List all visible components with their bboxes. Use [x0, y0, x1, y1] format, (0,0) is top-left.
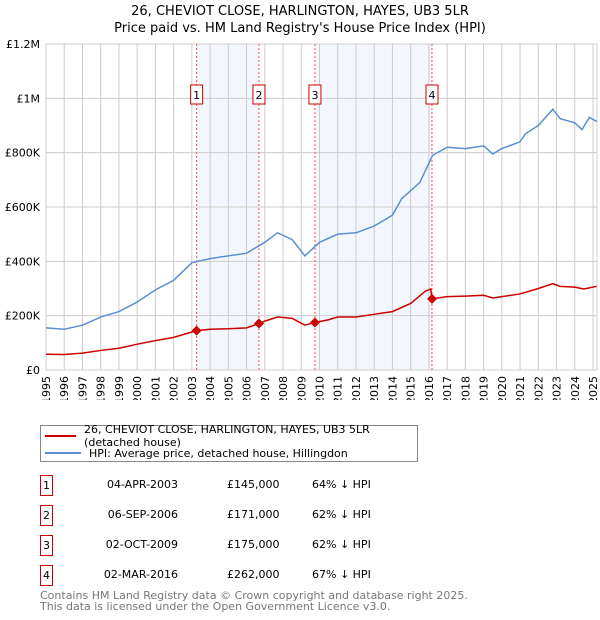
- x-tick-label: 2006: [241, 376, 254, 400]
- x-tick-label: 2013: [368, 376, 381, 400]
- footer-line-1: Contains HM Land Registry data © Crown c…: [40, 589, 468, 602]
- sale-marker-number: 3: [311, 89, 318, 102]
- sale-price: £171,000: [227, 508, 280, 521]
- sale-marker-number: 1: [193, 89, 200, 102]
- sale-number-badge: 1: [40, 475, 53, 496]
- x-tick-label: 2001: [149, 376, 162, 400]
- property-price-line: [45, 282, 597, 356]
- sale-marker-number: 2: [255, 89, 262, 102]
- x-tick-label: 2003: [186, 376, 199, 400]
- sale-point: [191, 325, 202, 336]
- sale-row: 3 02-OCT-2009 £175,000 62% ↓ HPI: [40, 535, 440, 556]
- legend-label: 26, CHEVIOT CLOSE, HARLINGTON, HAYES, UB…: [84, 423, 370, 449]
- sale-point: [253, 318, 264, 329]
- legend-label: HPI: Average price, detached house, Hill…: [89, 446, 348, 460]
- y-tick-label: £400K: [5, 255, 41, 268]
- chart-title: 26, CHEVIOT CLOSE, HARLINGTON, HAYES, UB…: [131, 4, 469, 19]
- x-tick-label: 2014: [386, 376, 399, 400]
- sale-date: 02-MAR-2016: [103, 568, 178, 581]
- x-tick-label: 2020: [496, 376, 509, 400]
- x-tick-label: 2022: [532, 376, 545, 400]
- sale-price: £145,000: [227, 478, 280, 491]
- sale-date: 04-APR-2003: [106, 478, 178, 491]
- sale-hpi-diff: 62% ↓ HPI: [312, 508, 371, 521]
- y-tick-label: £200K: [5, 310, 41, 323]
- x-tick-label: 2018: [459, 376, 472, 400]
- x-tick-label: 2016: [423, 376, 436, 400]
- sale-date: 06-SEP-2006: [107, 508, 178, 521]
- sale-row: 1 04-APR-2003 £145,000 64% ↓ HPI: [40, 475, 440, 496]
- x-tick-label: 2009: [295, 376, 308, 400]
- y-tick-label: £0: [26, 364, 40, 377]
- y-tick-label: £1M: [17, 92, 41, 105]
- sale-price: £262,000: [227, 568, 280, 581]
- x-tick-label: 2005: [222, 376, 235, 400]
- sale-hpi-diff: 64% ↓ HPI: [312, 478, 371, 491]
- y-tick-label: £800K: [5, 147, 41, 160]
- sale-point: [426, 293, 437, 304]
- y-tick-label: £600K: [5, 201, 41, 214]
- legend-swatch: [45, 452, 81, 454]
- sale-price: £175,000: [227, 538, 280, 551]
- price-chart: 1995 1996 1997 1998 1999 2000 2001 2002 2003 2004…: [5, 38, 600, 400]
- sale-point: [309, 317, 320, 328]
- sale-marker-badge: [252, 84, 266, 105]
- sale-marker-number: 4: [428, 89, 435, 102]
- x-tick-label: 1999: [113, 376, 126, 400]
- sale-date: 02-OCT-2009: [105, 538, 178, 551]
- x-tick-label: 1995: [40, 376, 53, 400]
- legend-item-property: 26, CHEVIOT CLOSE, HARLINGTON, HAYES, UB…: [45, 423, 417, 449]
- sale-number-badge: 2: [40, 505, 53, 526]
- sale-hpi-diff: 67% ↓ HPI: [312, 568, 371, 581]
- x-tick-label: 2002: [168, 376, 181, 400]
- x-tick-label: 2024: [569, 376, 582, 400]
- sale-marker-badge: [308, 84, 322, 105]
- x-tick-label: 2011: [332, 376, 345, 400]
- sale-hpi-diff: 62% ↓ HPI: [312, 538, 371, 551]
- sale-number-badge: 3: [40, 535, 53, 556]
- sale-number-badge: 4: [40, 565, 53, 586]
- x-tick-label: 1998: [95, 376, 108, 400]
- x-tick-label: 2008: [277, 376, 290, 400]
- legend-swatch: [45, 435, 77, 437]
- sale-row: 2 06-SEP-2006 £171,000 62% ↓ HPI: [40, 505, 440, 526]
- chart-subtitle: Price paid vs. HM Land Registry's House …: [114, 21, 486, 36]
- hpi-line: [45, 108, 598, 331]
- sale-marker-badge: [190, 84, 204, 105]
- sale-row: 4 02-MAR-2016 £262,000 67% ↓ HPI: [40, 565, 440, 586]
- x-tick-label: 2025: [587, 376, 600, 400]
- x-tick-label: 2017: [441, 376, 454, 400]
- x-tick-label: 2004: [204, 376, 217, 400]
- x-tick-label: 1997: [76, 376, 89, 400]
- x-tick-label: 2021: [514, 376, 527, 400]
- x-tick-label: 2015: [405, 376, 418, 400]
- x-tick-label: 1996: [58, 376, 71, 400]
- legend: 26, CHEVIOT CLOSE, HARLINGTON, HAYES, UB…: [40, 423, 418, 462]
- sale-marker-badge: [425, 84, 439, 105]
- x-tick-label: 2019: [478, 376, 491, 400]
- y-tick-label: £1.2M: [6, 38, 40, 51]
- x-tick-label: 2007: [259, 376, 272, 400]
- x-tick-label: 2000: [131, 376, 144, 400]
- footer-line-2: This data is licensed under the Open Gov…: [40, 600, 391, 613]
- legend-item-hpi: HPI: Average price, detached house, Hill…: [45, 445, 348, 461]
- x-tick-label: 2010: [314, 376, 327, 400]
- x-tick-label: 2023: [551, 376, 564, 400]
- x-tick-label: 2012: [350, 376, 363, 400]
